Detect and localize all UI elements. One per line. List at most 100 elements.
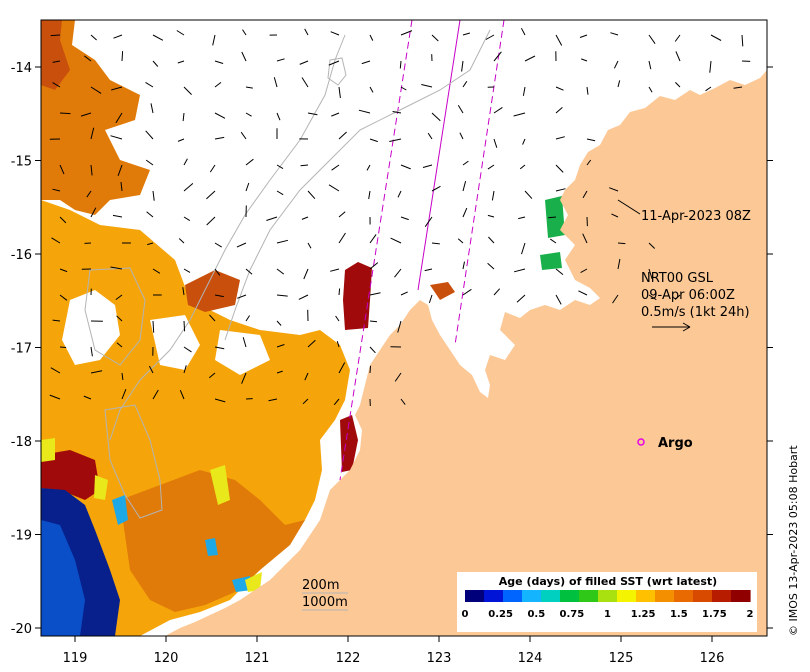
current-vector <box>431 242 440 245</box>
current-vector <box>52 319 61 322</box>
current-vector <box>521 242 526 255</box>
current-vector <box>397 320 402 333</box>
current-vector <box>177 60 185 64</box>
current-vector <box>298 294 309 300</box>
current-vector <box>276 370 283 374</box>
colorbar-bin <box>617 590 637 602</box>
current-vector <box>90 207 97 218</box>
source-label-2: 09-Apr 06:00Z <box>641 288 735 303</box>
current-vector <box>304 28 309 36</box>
current-vector <box>516 294 526 303</box>
current-vector <box>276 344 285 348</box>
current-vector <box>648 60 652 70</box>
lon-tick-label: 119 <box>63 651 88 666</box>
lon-tick-label: 126 <box>700 651 725 666</box>
sst-patch-yellow-1 <box>41 438 55 462</box>
track-centre <box>417 20 461 291</box>
current-vector <box>113 34 123 39</box>
current-vector <box>145 159 154 166</box>
current-vector <box>400 30 413 36</box>
current-vector <box>214 242 222 248</box>
current-vector <box>338 362 346 374</box>
current-vector <box>369 86 374 93</box>
track-edge-west <box>339 20 413 481</box>
current-vector <box>121 51 124 62</box>
current-vector <box>610 32 619 36</box>
current-vector <box>242 29 247 36</box>
colorbar-bin <box>674 590 694 602</box>
current-vector <box>580 268 588 274</box>
current-vector <box>524 55 536 62</box>
current-vector <box>245 268 253 275</box>
current-vector <box>90 346 93 357</box>
current-vector <box>522 86 526 96</box>
current-vector <box>611 213 619 218</box>
current-vector <box>307 242 312 249</box>
current-vector <box>459 132 464 140</box>
current-vector <box>613 60 619 69</box>
sst-patch-darkred-west <box>41 450 100 500</box>
current-vector <box>522 138 526 145</box>
current-vector <box>245 315 251 322</box>
current-vector <box>49 394 61 400</box>
current-vector <box>276 294 288 297</box>
current-vector <box>148 365 154 374</box>
current-vector <box>394 372 402 382</box>
current-vector <box>110 266 123 270</box>
current-vector <box>488 236 495 244</box>
sst-patch-darkred-shore <box>343 262 372 330</box>
current-vector <box>116 342 123 348</box>
colorbar-tick-label: 0.5 <box>527 609 545 620</box>
sst-patch-yellow-4 <box>245 572 262 592</box>
satellite-track <box>339 20 505 481</box>
current-vector <box>369 262 379 270</box>
lon-tick-label: 125 <box>609 651 634 666</box>
current-vector <box>112 214 123 218</box>
current-vector <box>237 294 247 299</box>
current-vector <box>111 86 123 91</box>
current-vector <box>520 27 526 36</box>
colorbar-bins <box>465 590 751 602</box>
current-vector <box>90 127 95 140</box>
current-vector <box>330 31 340 36</box>
contour-rowley-2 <box>104 404 163 519</box>
current-vector <box>90 164 93 176</box>
current-vector <box>152 60 159 67</box>
current-vector <box>179 390 185 400</box>
current-vector <box>674 294 681 300</box>
current-vector <box>399 60 402 69</box>
track-label-pointer <box>617 199 641 215</box>
current-vector <box>52 188 61 192</box>
current-vector <box>214 346 225 350</box>
current-vector <box>52 82 61 88</box>
current-vector <box>361 60 371 65</box>
current-vector <box>336 341 340 348</box>
current-vector <box>335 315 340 322</box>
colorbar-bin <box>503 590 523 602</box>
lat-tick-label: -15 <box>11 155 32 170</box>
lat-tick-label: -19 <box>11 529 32 544</box>
current-vector <box>276 164 284 170</box>
current-vector <box>214 82 222 88</box>
current-vector <box>555 136 565 140</box>
current-vector <box>302 398 309 405</box>
current-vector <box>582 190 588 199</box>
current-vector <box>390 237 402 244</box>
current-vector <box>83 55 92 62</box>
current-vector <box>392 111 402 114</box>
colorbar-bin <box>731 590 751 602</box>
current-vector <box>648 268 653 280</box>
current-vector <box>303 268 309 280</box>
current-vector <box>183 86 192 95</box>
current-vector <box>115 112 123 124</box>
current-vector <box>617 258 621 270</box>
current-vector <box>462 160 469 166</box>
contour-200m <box>109 34 346 441</box>
current-vector <box>328 60 340 66</box>
current-vector <box>152 320 155 333</box>
current-vector <box>80 112 92 117</box>
current-vector <box>424 268 433 272</box>
current-vector <box>276 190 284 196</box>
current-vector <box>389 138 402 142</box>
current-vector <box>428 294 433 304</box>
